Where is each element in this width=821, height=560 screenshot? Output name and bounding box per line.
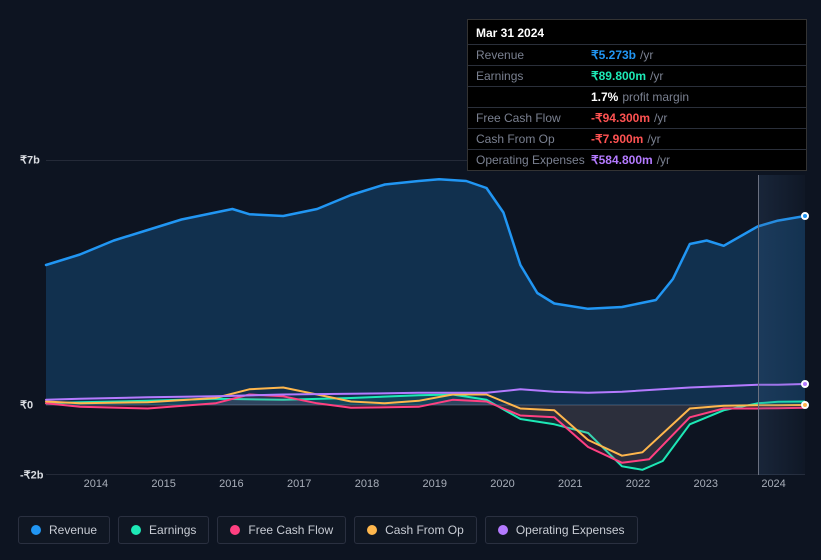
legend-dot-icon xyxy=(498,525,508,535)
tooltip-row-value: -₹94.300m xyxy=(591,111,650,125)
chart-tooltip: Mar 31 2024 Revenue₹5.273b/yrEarnings₹89… xyxy=(467,19,807,171)
legend-dot-icon xyxy=(367,525,377,535)
tooltip-row: Operating Expenses₹584.800m/yr xyxy=(468,149,806,170)
chart-x-axis: 2014 2015 2016 2017 2018 2019 2020 2021 2022 2023… xyxy=(44,478,805,498)
tooltip-row-value: ₹5.273b xyxy=(591,48,636,62)
tooltip-row-suffix: /yr xyxy=(654,111,667,125)
legend-label: Free Cash Flow xyxy=(248,523,333,537)
legend-item[interactable]: Operating Expenses xyxy=(485,516,638,544)
legend-item[interactable]: Earnings xyxy=(118,516,209,544)
tooltip-row-suffix: /yr xyxy=(640,48,653,62)
series-end-marker xyxy=(801,401,809,409)
chart-hover-line xyxy=(758,175,759,475)
legend-dot-icon xyxy=(230,525,240,535)
chart-svg xyxy=(18,160,805,475)
legend-item[interactable]: Cash From Op xyxy=(354,516,477,544)
tooltip-row-suffix: profit margin xyxy=(622,90,689,104)
x-tick-label: 2020 xyxy=(490,478,514,490)
x-tick-label: 2017 xyxy=(287,478,311,490)
legend-item[interactable]: Free Cash Flow xyxy=(217,516,346,544)
tooltip-row-label xyxy=(476,90,591,104)
legend-label: Earnings xyxy=(149,523,196,537)
tooltip-row: 1.7% profit margin xyxy=(468,86,806,107)
x-tick-label: 2021 xyxy=(558,478,582,490)
x-tick-label: 2016 xyxy=(219,478,243,490)
tooltip-row: Cash From Op-₹7.900m/yr xyxy=(468,128,806,149)
legend-dot-icon xyxy=(131,525,141,535)
tooltip-row-value: 1.7% xyxy=(591,90,618,104)
tooltip-date: Mar 31 2024 xyxy=(468,20,806,44)
tooltip-row: Revenue₹5.273b/yr xyxy=(468,44,806,65)
x-tick-label: 2018 xyxy=(355,478,379,490)
legend-label: Operating Expenses xyxy=(516,523,625,537)
legend-label: Revenue xyxy=(49,523,97,537)
tooltip-row-value: ₹584.800m xyxy=(591,153,653,167)
tooltip-row-label: Revenue xyxy=(476,48,591,62)
series-end-marker xyxy=(801,212,809,220)
tooltip-row-suffix: /yr xyxy=(657,153,670,167)
chart-future-band xyxy=(758,175,805,475)
x-tick-label: 2023 xyxy=(694,478,718,490)
tooltip-row: Free Cash Flow-₹94.300m/yr xyxy=(468,107,806,128)
x-tick-label: 2024 xyxy=(761,478,785,490)
tooltip-row-suffix: /yr xyxy=(647,132,660,146)
series-end-marker xyxy=(801,380,809,388)
tooltip-row-label: Cash From Op xyxy=(476,132,591,146)
legend-item[interactable]: Revenue xyxy=(18,516,110,544)
tooltip-row-value: -₹7.900m xyxy=(591,132,643,146)
legend-label: Cash From Op xyxy=(385,523,464,537)
x-tick-label: 2019 xyxy=(422,478,446,490)
tooltip-row-label: Free Cash Flow xyxy=(476,111,591,125)
x-tick-label: 2014 xyxy=(84,478,108,490)
x-tick-label: 2015 xyxy=(151,478,175,490)
tooltip-row-suffix: /yr xyxy=(650,69,663,83)
chart-legend: Revenue Earnings Free Cash Flow Cash From O… xyxy=(18,516,638,544)
tooltip-row-label: Operating Expenses xyxy=(476,153,591,167)
legend-dot-icon xyxy=(31,525,41,535)
tooltip-row: Earnings₹89.800m/yr xyxy=(468,65,806,86)
tooltip-row-value: ₹89.800m xyxy=(591,69,646,83)
x-tick-label: 2022 xyxy=(626,478,650,490)
tooltip-row-label: Earnings xyxy=(476,69,591,83)
chart-plot-area[interactable] xyxy=(18,160,805,475)
